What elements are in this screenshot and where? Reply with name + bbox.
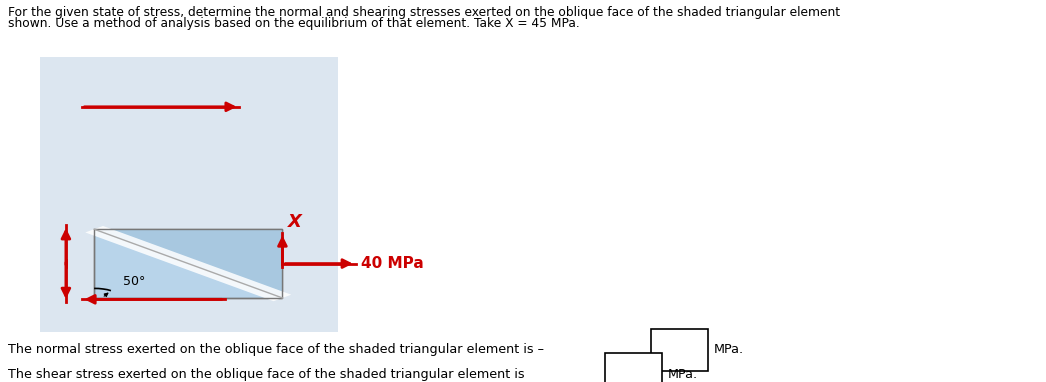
- Polygon shape: [94, 229, 282, 298]
- Text: 50°: 50°: [123, 275, 145, 288]
- Bar: [94, 229, 282, 298]
- Text: X: X: [288, 213, 302, 231]
- Text: For the given state of stress, determine the normal and shearing stresses exerte: For the given state of stress, determine…: [8, 6, 841, 19]
- Polygon shape: [86, 226, 291, 301]
- Text: shown. Use a method of analysis based on the equilibrium of that element. Take X: shown. Use a method of analysis based on…: [8, 17, 581, 30]
- Text: The shear stress exerted on the oblique face of the shaded triangular element is: The shear stress exerted on the oblique …: [8, 368, 525, 381]
- FancyBboxPatch shape: [40, 57, 338, 332]
- FancyBboxPatch shape: [605, 353, 662, 382]
- Bar: [94, 229, 282, 298]
- Text: 40 MPa: 40 MPa: [361, 256, 424, 271]
- Text: MPa.: MPa.: [713, 343, 744, 356]
- Text: MPa.: MPa.: [667, 368, 698, 381]
- FancyBboxPatch shape: [651, 329, 708, 371]
- Text: The normal stress exerted on the oblique face of the shaded triangular element i: The normal stress exerted on the oblique…: [8, 343, 544, 356]
